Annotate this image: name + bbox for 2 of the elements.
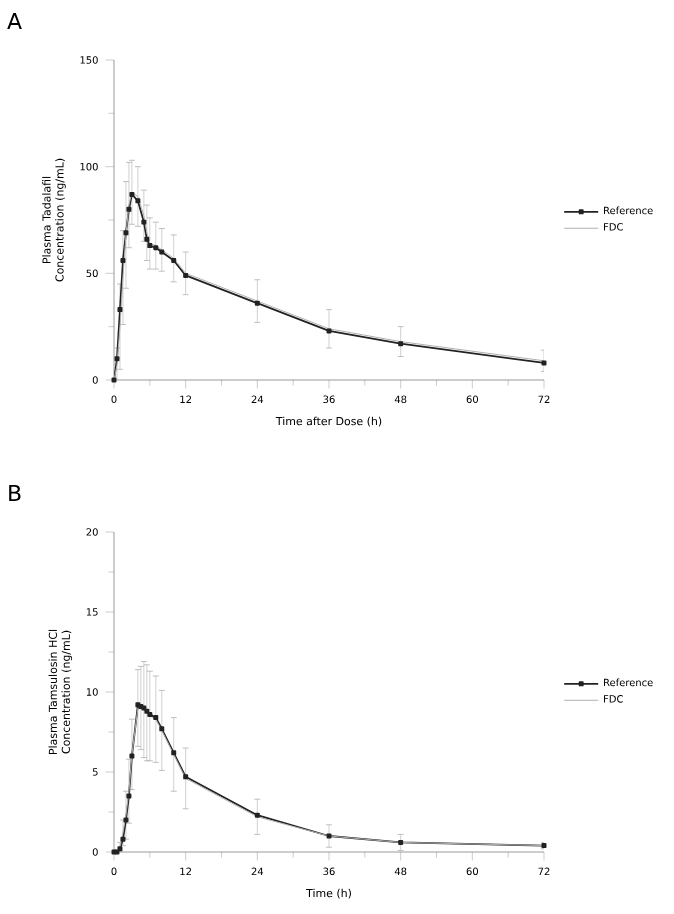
chart-title: A bbox=[7, 13, 22, 29]
chart-title: B bbox=[9, 485, 21, 501]
